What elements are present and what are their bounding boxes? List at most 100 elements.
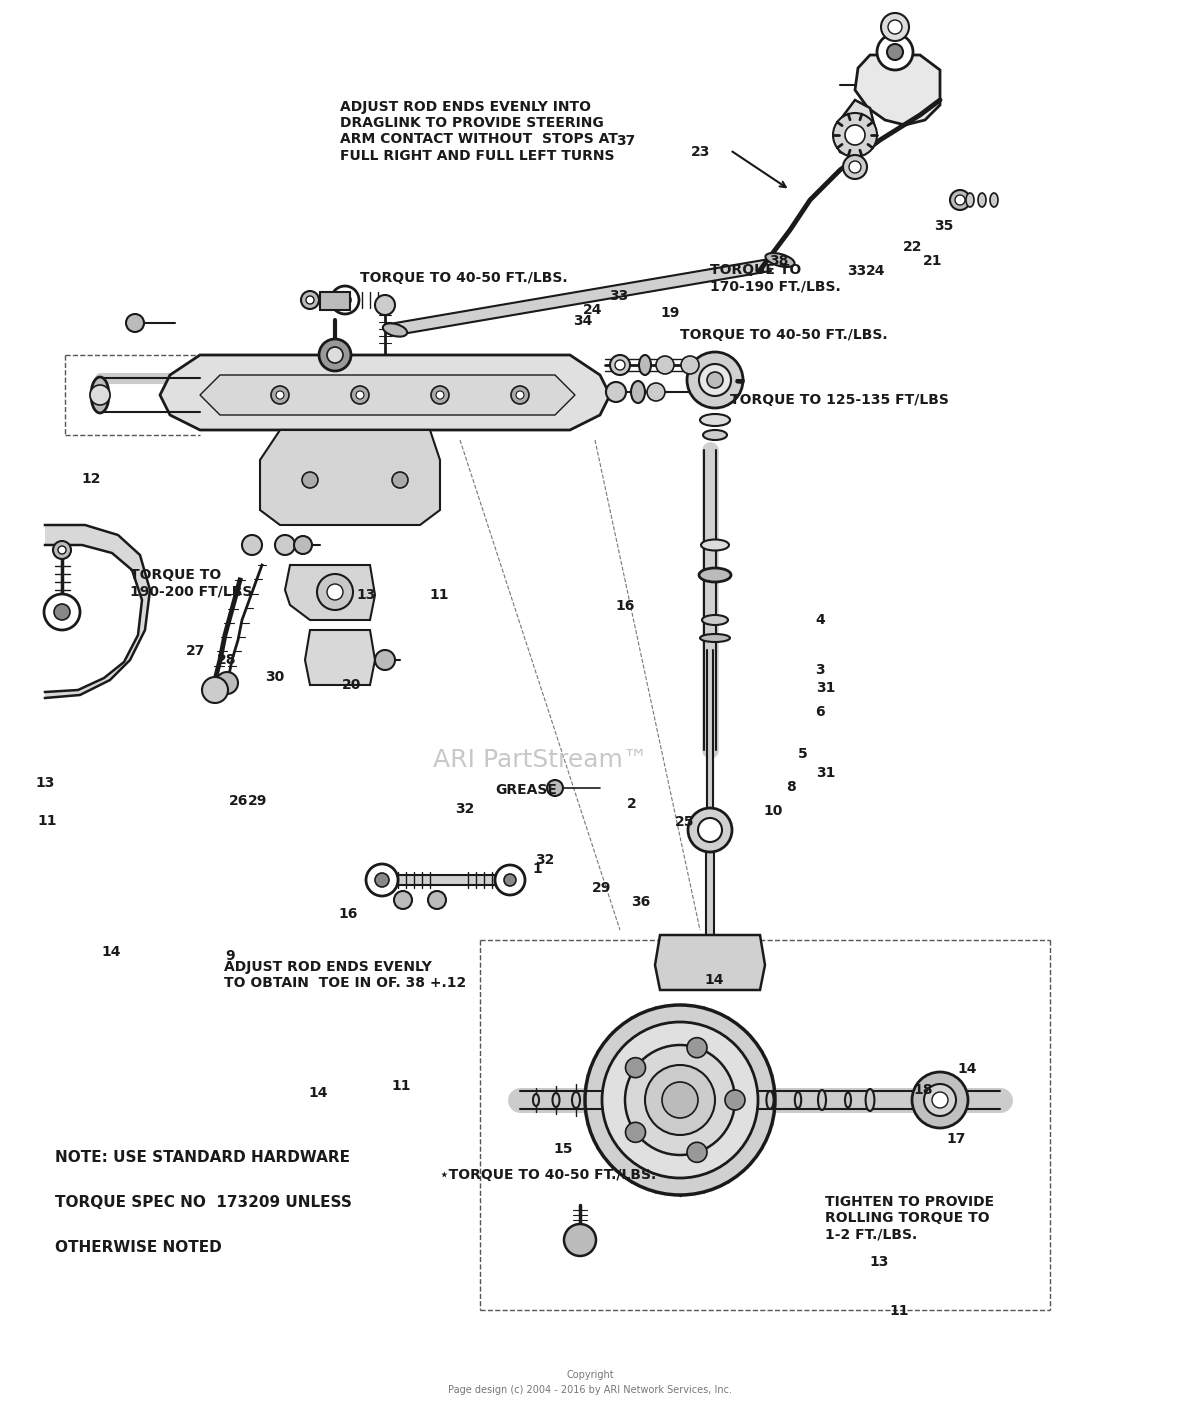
Text: 18: 18 xyxy=(913,1083,932,1097)
Circle shape xyxy=(687,1142,707,1162)
Ellipse shape xyxy=(700,634,730,642)
Circle shape xyxy=(494,864,525,895)
Circle shape xyxy=(845,125,865,145)
Circle shape xyxy=(725,1090,745,1110)
Text: 38: 38 xyxy=(769,254,788,268)
Ellipse shape xyxy=(533,1094,539,1105)
Ellipse shape xyxy=(552,1093,559,1107)
Circle shape xyxy=(688,808,732,852)
Circle shape xyxy=(615,360,625,369)
Circle shape xyxy=(848,161,861,173)
Circle shape xyxy=(375,650,395,670)
Circle shape xyxy=(585,1005,775,1196)
Text: 24: 24 xyxy=(583,303,602,317)
Ellipse shape xyxy=(702,615,728,625)
Text: 28: 28 xyxy=(217,653,236,667)
Polygon shape xyxy=(389,259,771,336)
Text: 27: 27 xyxy=(186,644,205,658)
Text: 11: 11 xyxy=(890,1304,909,1318)
Circle shape xyxy=(656,355,674,374)
Text: 5: 5 xyxy=(798,747,807,761)
Circle shape xyxy=(955,195,965,204)
Circle shape xyxy=(607,382,627,402)
Text: 14: 14 xyxy=(101,945,120,959)
Ellipse shape xyxy=(966,193,974,207)
Circle shape xyxy=(662,1081,699,1118)
Circle shape xyxy=(610,355,630,375)
Text: NOTE: USE STANDARD HARDWARE: NOTE: USE STANDARD HARDWARE xyxy=(55,1151,350,1165)
Ellipse shape xyxy=(640,355,651,375)
Circle shape xyxy=(276,391,284,399)
Circle shape xyxy=(647,384,666,400)
Polygon shape xyxy=(260,430,440,525)
Text: GREASE: GREASE xyxy=(494,783,557,797)
Text: 14: 14 xyxy=(309,1086,328,1100)
Polygon shape xyxy=(160,355,610,430)
Circle shape xyxy=(375,873,389,887)
Text: 11: 11 xyxy=(430,588,448,602)
Circle shape xyxy=(687,352,743,407)
Polygon shape xyxy=(655,935,765,990)
Circle shape xyxy=(843,155,867,179)
Circle shape xyxy=(216,673,238,694)
Circle shape xyxy=(394,891,412,909)
Polygon shape xyxy=(856,55,940,125)
Text: 13: 13 xyxy=(870,1255,889,1269)
Polygon shape xyxy=(835,100,876,158)
Text: 19: 19 xyxy=(661,306,680,320)
Text: TORQUE TO 125-135 FT/LBS: TORQUE TO 125-135 FT/LBS xyxy=(730,393,949,407)
Circle shape xyxy=(242,534,262,556)
Text: 24: 24 xyxy=(866,264,885,278)
Bar xyxy=(320,292,350,310)
Text: 2: 2 xyxy=(627,797,636,811)
Text: Page design (c) 2004 - 2016 by ARI Network Services, Inc.: Page design (c) 2004 - 2016 by ARI Netwo… xyxy=(448,1385,732,1394)
Polygon shape xyxy=(304,630,375,685)
Ellipse shape xyxy=(699,568,730,582)
Ellipse shape xyxy=(990,193,998,207)
Circle shape xyxy=(90,385,110,405)
Text: 32: 32 xyxy=(455,802,474,816)
Circle shape xyxy=(564,1224,596,1256)
Ellipse shape xyxy=(818,1090,826,1110)
Ellipse shape xyxy=(382,323,407,337)
Circle shape xyxy=(44,594,80,630)
Circle shape xyxy=(350,386,369,405)
Text: Copyright: Copyright xyxy=(566,1371,614,1380)
Circle shape xyxy=(645,1065,715,1135)
Ellipse shape xyxy=(766,252,794,266)
Text: 22: 22 xyxy=(903,240,922,254)
Text: 25: 25 xyxy=(675,815,694,829)
Text: 3: 3 xyxy=(815,663,825,677)
Circle shape xyxy=(392,472,408,488)
Circle shape xyxy=(431,386,450,405)
Circle shape xyxy=(126,314,144,331)
Text: 10: 10 xyxy=(763,804,782,818)
Text: TIGHTEN TO PROVIDE
ROLLING TORQUE TO
1-2 FT./LBS.: TIGHTEN TO PROVIDE ROLLING TORQUE TO 1-2… xyxy=(825,1196,994,1241)
Ellipse shape xyxy=(795,1091,801,1108)
Circle shape xyxy=(912,1072,968,1128)
Ellipse shape xyxy=(701,540,729,550)
Ellipse shape xyxy=(631,381,645,403)
Text: 11: 11 xyxy=(38,814,57,828)
Text: 33: 33 xyxy=(847,264,866,278)
Circle shape xyxy=(356,391,363,399)
Circle shape xyxy=(332,286,359,314)
Text: 29: 29 xyxy=(592,881,611,895)
Text: 17: 17 xyxy=(946,1132,965,1146)
Text: 12: 12 xyxy=(81,472,100,486)
Circle shape xyxy=(58,546,66,554)
Text: 9: 9 xyxy=(225,949,235,963)
Circle shape xyxy=(625,1045,735,1155)
Polygon shape xyxy=(199,375,575,415)
Circle shape xyxy=(504,874,516,885)
Circle shape xyxy=(54,603,70,620)
Circle shape xyxy=(511,386,529,405)
Circle shape xyxy=(317,574,353,611)
Circle shape xyxy=(932,1091,948,1108)
Circle shape xyxy=(924,1084,956,1115)
Text: 13: 13 xyxy=(356,588,375,602)
Text: 4: 4 xyxy=(815,613,825,627)
Circle shape xyxy=(881,13,909,41)
Circle shape xyxy=(516,391,524,399)
Circle shape xyxy=(681,355,699,374)
